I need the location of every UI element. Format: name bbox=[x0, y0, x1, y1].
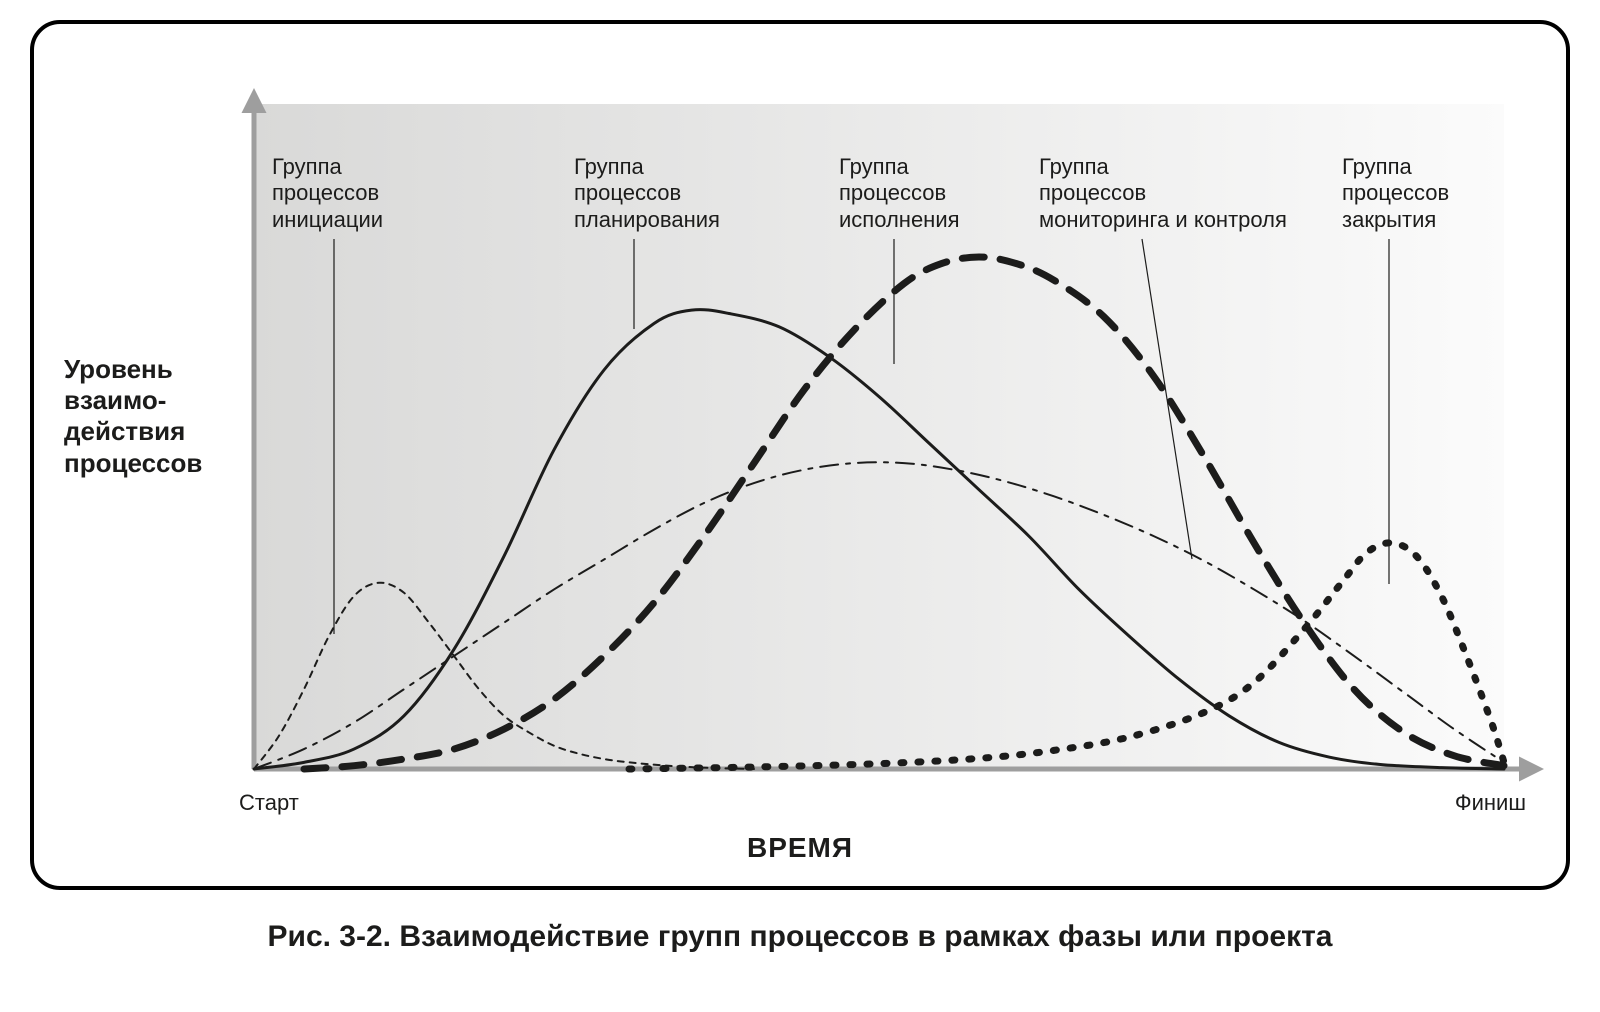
label-monitoring: Группа процессов мониторинга и контроля bbox=[1039, 154, 1287, 233]
x-axis-end-label: Финиш bbox=[1455, 790, 1526, 816]
x-axis-label: ВРЕМЯ bbox=[34, 832, 1566, 864]
y-axis-label: Уровень взаимо- действия процессов bbox=[64, 354, 202, 479]
label-planning: Группа процессов планирования bbox=[574, 154, 720, 233]
chart-svg bbox=[34, 24, 1570, 886]
figure-caption: Рис. 3-2. Взаимодействие групп процессов… bbox=[0, 920, 1600, 954]
x-axis-start-label: Старт bbox=[239, 790, 299, 816]
label-closing: Группа процессов закрытия bbox=[1342, 154, 1449, 233]
chart-frame: Уровень взаимо- действия процессов ВРЕМЯ… bbox=[30, 20, 1570, 890]
label-initiating: Группа процессов инициации bbox=[272, 154, 383, 233]
label-executing: Группа процессов исполнения bbox=[839, 154, 960, 233]
